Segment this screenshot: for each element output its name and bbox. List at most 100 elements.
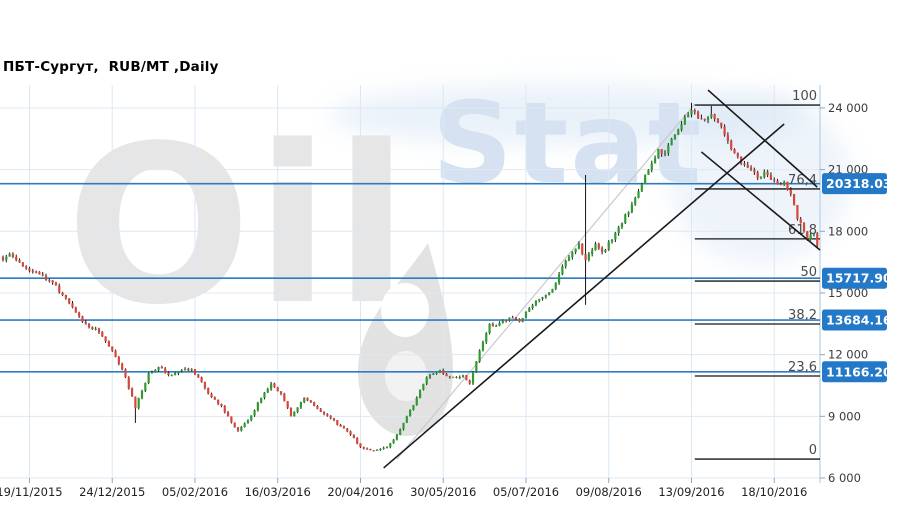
candle[interactable] [759, 176, 763, 180]
candle[interactable] [786, 181, 789, 191]
candle[interactable] [230, 416, 233, 424]
candle[interactable] [548, 291, 551, 296]
trend-line-descending-channel-lower[interactable] [700, 151, 821, 251]
candle[interactable] [551, 288, 554, 293]
candle[interactable] [663, 150, 667, 157]
candle[interactable] [647, 169, 650, 175]
candle[interactable] [233, 422, 236, 428]
candle[interactable] [296, 407, 299, 414]
candle[interactable] [144, 382, 147, 393]
candle[interactable] [634, 196, 637, 206]
candle[interactable] [465, 374, 468, 381]
candle[interactable] [726, 132, 729, 144]
candle[interactable] [544, 294, 547, 299]
trend-line-ascending-support[interactable] [383, 123, 785, 469]
candle[interactable] [720, 122, 723, 129]
candle[interactable] [260, 397, 263, 404]
candle[interactable] [541, 296, 544, 301]
candle[interactable] [614, 231, 617, 243]
candle[interactable] [617, 225, 620, 236]
candle[interactable] [270, 381, 273, 391]
candle[interactable] [783, 180, 786, 187]
candle[interactable] [283, 392, 286, 402]
candle[interactable] [276, 386, 279, 392]
candle[interactable] [124, 368, 127, 379]
candle[interactable] [653, 155, 657, 164]
candle[interactable] [154, 369, 157, 373]
candle[interactable] [51, 280, 54, 285]
candle[interactable] [501, 319, 504, 324]
candle[interactable] [190, 368, 193, 372]
candle[interactable] [8, 252, 11, 257]
candle[interactable] [130, 387, 134, 397]
candle[interactable] [756, 170, 759, 181]
candle[interactable] [61, 291, 64, 297]
candle[interactable] [220, 403, 223, 408]
candle[interactable] [766, 169, 769, 178]
candle[interactable] [428, 373, 432, 379]
candle[interactable] [478, 349, 481, 363]
candle[interactable] [753, 167, 756, 175]
candle[interactable] [736, 152, 739, 159]
candle[interactable] [94, 326, 97, 331]
candle[interactable] [15, 254, 18, 262]
candle[interactable] [101, 331, 104, 338]
candle[interactable] [667, 143, 670, 156]
candle[interactable] [28, 266, 31, 273]
candle[interactable] [769, 172, 773, 180]
candle[interactable] [448, 375, 451, 379]
candle[interactable] [418, 389, 422, 399]
candle[interactable] [816, 232, 819, 249]
candle[interactable] [481, 340, 485, 352]
candle[interactable] [557, 271, 561, 285]
candle[interactable] [266, 387, 269, 394]
candle[interactable] [475, 361, 478, 373]
candle[interactable] [637, 188, 640, 199]
candle[interactable] [597, 242, 600, 250]
candle[interactable] [435, 372, 438, 375]
candle[interactable] [58, 283, 61, 294]
candle[interactable] [44, 273, 48, 281]
candle[interactable] [402, 422, 405, 431]
candle[interactable] [197, 373, 200, 378]
candle[interactable] [571, 251, 574, 260]
candle[interactable] [240, 426, 243, 432]
candle[interactable] [352, 434, 355, 439]
candle[interactable] [127, 376, 130, 390]
candle[interactable] [415, 396, 418, 406]
candle[interactable] [213, 396, 216, 400]
candle[interactable] [630, 201, 633, 214]
candle[interactable] [54, 281, 58, 286]
candle[interactable] [375, 449, 379, 451]
candle[interactable] [680, 121, 683, 132]
candle[interactable] [620, 222, 624, 229]
candle[interactable] [644, 174, 647, 185]
candle[interactable] [789, 187, 792, 197]
candle[interactable] [514, 316, 518, 321]
candle[interactable] [87, 322, 91, 329]
candle[interactable] [802, 222, 806, 233]
candle[interactable] [246, 419, 250, 424]
candle[interactable] [253, 409, 256, 417]
candle[interactable] [5, 254, 8, 263]
candle[interactable] [349, 430, 352, 436]
candle[interactable] [743, 160, 746, 167]
candle[interactable] [319, 408, 322, 413]
candle[interactable] [286, 401, 289, 410]
trend-line-descending-channel-upper[interactable] [707, 89, 818, 188]
candle[interactable] [306, 397, 309, 402]
candle[interactable] [187, 367, 190, 372]
candle[interactable] [799, 216, 802, 224]
candle[interactable] [468, 379, 471, 385]
candle[interactable] [498, 321, 501, 327]
candle[interactable] [445, 373, 448, 377]
candle[interactable] [442, 368, 445, 375]
candle[interactable] [160, 365, 163, 369]
candle[interactable] [38, 271, 41, 275]
candle[interactable] [425, 376, 428, 386]
candle[interactable] [97, 327, 101, 334]
candle[interactable] [31, 268, 34, 274]
candle[interactable] [716, 118, 720, 124]
candle[interactable] [700, 114, 703, 120]
